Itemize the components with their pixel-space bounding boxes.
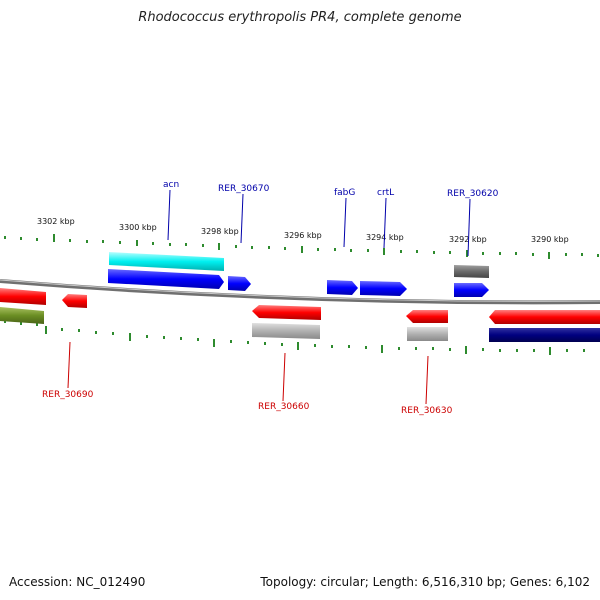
kbp-label-3296: 3296 kbp	[284, 231, 322, 240]
gene-rer-30620-dark[interactable]	[454, 265, 489, 278]
accession-text: Accession: NC_012490	[9, 575, 146, 589]
gene-reverse-left-edge[interactable]	[0, 288, 46, 305]
gene-label-rer-30630[interactable]: RER_30630	[401, 406, 453, 416]
kbp-label-3298: 3298 kbp	[201, 227, 239, 236]
gene-label-acn[interactable]: acn	[163, 180, 179, 190]
gene-acn-forward[interactable]	[108, 269, 224, 289]
gene-rer-30660-reverse[interactable]	[252, 305, 321, 320]
gene-label-rer-30660[interactable]: RER_30660	[258, 402, 310, 412]
gene-rer-30670-forward[interactable]	[228, 276, 251, 291]
gene-navy-right-edge[interactable]	[489, 328, 600, 342]
scale-upper-ticks	[4, 234, 599, 259]
gene-rer-30630-gray[interactable]	[407, 327, 448, 341]
genome-title: Rhodococcus erythropolis PR4, complete g…	[138, 10, 462, 25]
gene-reverse-right-edge[interactable]	[489, 310, 600, 324]
gene-rer-30630-reverse[interactable]	[406, 310, 448, 323]
gene-label-fabg[interactable]: fabG	[334, 188, 355, 198]
kbp-label-3302: 3302 kbp	[37, 217, 75, 226]
gene-rer-30620-forward[interactable]	[454, 283, 489, 297]
gene-rer-30690-reverse[interactable]	[62, 294, 87, 308]
scale-lower-ticks	[4, 320, 585, 355]
chromosome-backbone-highlight	[0, 279, 600, 302]
top-label-leaders	[167, 189, 471, 257]
gene-label-rer-30670[interactable]: RER_30670	[218, 184, 270, 194]
kbp-label-3300: 3300 kbp	[119, 223, 157, 232]
gene-label-crtl[interactable]: crtL	[377, 188, 394, 198]
chromosome-backbone	[0, 279, 600, 305]
kbp-label-3292: 3292 kbp	[449, 235, 487, 244]
gene-crtl-forward[interactable]	[360, 281, 407, 296]
genome-summary-text: Topology: circular; Length: 6,516,310 bp…	[260, 575, 590, 589]
gene-fabg-forward[interactable]	[327, 280, 358, 295]
gene-acn-cyan[interactable]	[109, 252, 224, 271]
bottom-label-leaders	[67, 341, 429, 405]
gene-label-rer-30690[interactable]: RER_30690	[42, 390, 94, 400]
gene-label-rer-30620[interactable]: RER_30620	[447, 189, 499, 199]
gene-rer-30660-gray[interactable]	[252, 323, 320, 339]
kbp-label-3290: 3290 kbp	[531, 235, 569, 244]
gene-olive-left-edge[interactable]	[0, 307, 44, 324]
